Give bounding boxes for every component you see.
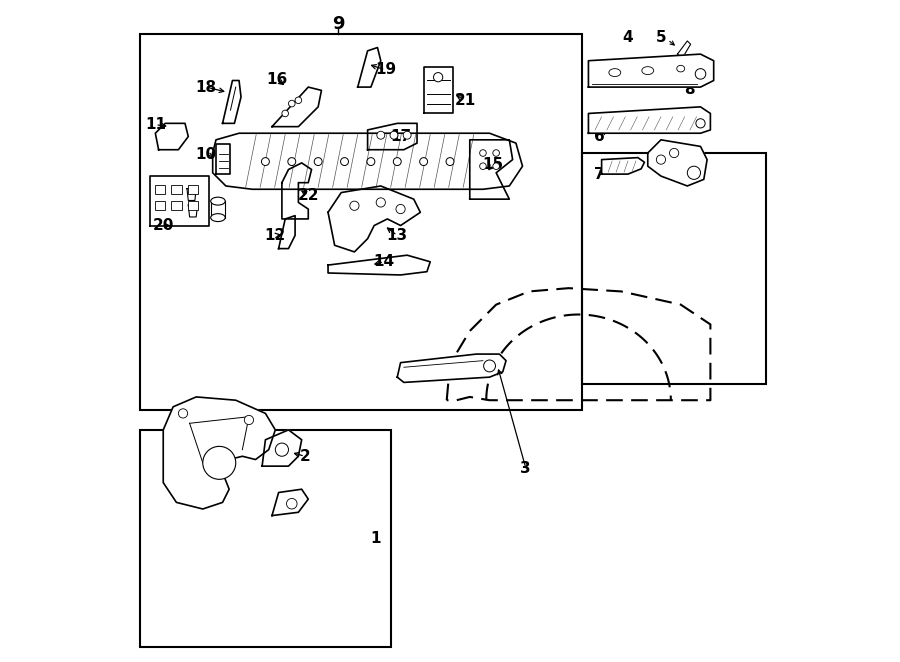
- Polygon shape: [187, 189, 196, 201]
- Text: 15: 15: [482, 158, 503, 172]
- Circle shape: [288, 158, 296, 166]
- Circle shape: [295, 97, 302, 103]
- Text: 7: 7: [594, 167, 605, 181]
- Polygon shape: [367, 123, 417, 150]
- Circle shape: [480, 163, 486, 169]
- Polygon shape: [589, 107, 710, 133]
- Circle shape: [275, 443, 289, 456]
- Circle shape: [314, 158, 322, 166]
- Ellipse shape: [211, 197, 225, 205]
- Circle shape: [695, 69, 706, 79]
- Polygon shape: [397, 354, 506, 383]
- Polygon shape: [216, 144, 230, 174]
- Polygon shape: [357, 48, 381, 87]
- Ellipse shape: [642, 67, 653, 75]
- Polygon shape: [648, 140, 707, 186]
- Polygon shape: [188, 205, 197, 217]
- Polygon shape: [262, 430, 302, 466]
- Circle shape: [670, 148, 679, 158]
- FancyBboxPatch shape: [155, 201, 166, 211]
- Circle shape: [390, 131, 398, 139]
- Circle shape: [393, 158, 401, 166]
- Text: 5: 5: [655, 30, 666, 45]
- FancyBboxPatch shape: [171, 185, 182, 194]
- Polygon shape: [589, 54, 714, 87]
- Circle shape: [340, 158, 348, 166]
- Circle shape: [367, 158, 374, 166]
- Circle shape: [282, 110, 289, 117]
- Circle shape: [403, 131, 411, 139]
- Circle shape: [688, 166, 700, 179]
- Text: 19: 19: [374, 62, 396, 77]
- Circle shape: [696, 118, 705, 128]
- Text: 12: 12: [265, 228, 286, 243]
- Text: 8: 8: [684, 81, 695, 97]
- Circle shape: [289, 100, 295, 107]
- Polygon shape: [150, 176, 210, 226]
- Polygon shape: [222, 81, 241, 123]
- Circle shape: [480, 150, 486, 156]
- Circle shape: [377, 131, 384, 139]
- Circle shape: [483, 360, 496, 372]
- Text: 6: 6: [594, 129, 605, 144]
- Polygon shape: [678, 41, 690, 58]
- Circle shape: [286, 498, 297, 509]
- Text: 17: 17: [390, 129, 411, 144]
- FancyBboxPatch shape: [187, 201, 198, 211]
- Text: 11: 11: [145, 117, 166, 132]
- Ellipse shape: [677, 66, 685, 72]
- Polygon shape: [601, 158, 644, 174]
- Text: 13: 13: [387, 228, 408, 243]
- FancyBboxPatch shape: [187, 185, 198, 194]
- Text: 14: 14: [374, 254, 394, 269]
- Circle shape: [493, 150, 500, 156]
- Polygon shape: [328, 186, 420, 252]
- Text: 4: 4: [623, 30, 634, 45]
- Text: 9: 9: [332, 15, 344, 33]
- Polygon shape: [272, 489, 309, 516]
- Circle shape: [656, 155, 666, 164]
- Ellipse shape: [211, 214, 225, 222]
- Circle shape: [419, 158, 428, 166]
- FancyBboxPatch shape: [155, 185, 166, 194]
- Circle shape: [446, 158, 454, 166]
- Polygon shape: [282, 163, 311, 219]
- Text: 18: 18: [195, 79, 217, 95]
- Polygon shape: [163, 397, 275, 509]
- Circle shape: [350, 201, 359, 211]
- Circle shape: [262, 158, 269, 166]
- Circle shape: [434, 73, 443, 82]
- Text: 2: 2: [300, 449, 310, 464]
- Text: 21: 21: [454, 93, 476, 108]
- Circle shape: [493, 163, 500, 169]
- Polygon shape: [156, 123, 188, 150]
- Polygon shape: [328, 255, 430, 275]
- Circle shape: [244, 415, 254, 424]
- Text: 1: 1: [370, 531, 381, 546]
- Text: 3: 3: [520, 461, 531, 475]
- Text: 22: 22: [298, 188, 319, 203]
- Polygon shape: [424, 68, 454, 113]
- Ellipse shape: [609, 69, 621, 77]
- Circle shape: [178, 409, 187, 418]
- Text: 16: 16: [266, 71, 287, 87]
- FancyBboxPatch shape: [171, 201, 182, 211]
- Circle shape: [202, 446, 236, 479]
- Text: 20: 20: [153, 218, 174, 233]
- Polygon shape: [279, 216, 295, 249]
- Polygon shape: [470, 140, 513, 199]
- Polygon shape: [212, 133, 523, 189]
- Text: 10: 10: [195, 147, 217, 162]
- Circle shape: [396, 205, 405, 214]
- Circle shape: [376, 198, 385, 207]
- Polygon shape: [272, 87, 321, 126]
